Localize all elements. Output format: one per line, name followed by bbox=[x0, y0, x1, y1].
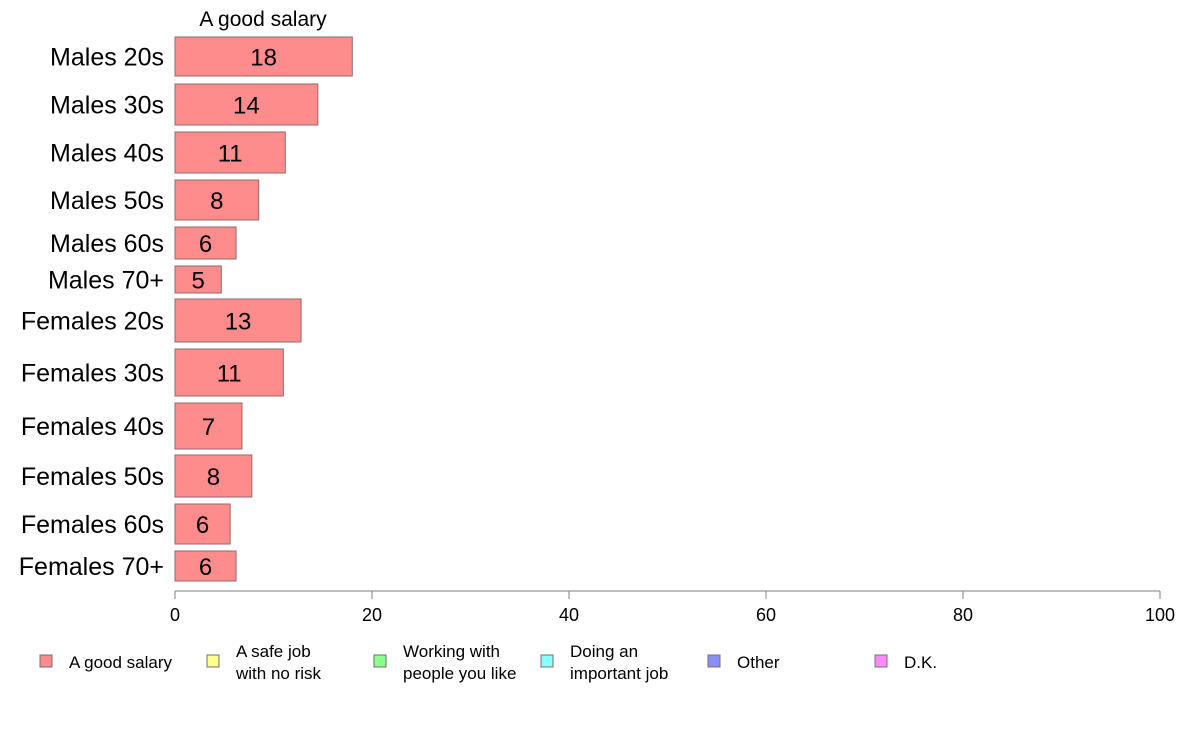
category-label: Females 70+ bbox=[19, 553, 164, 581]
legend-label: A good salary bbox=[69, 653, 173, 672]
data-label: 5 bbox=[191, 268, 204, 295]
category-label: Males 70+ bbox=[48, 267, 164, 295]
bar bbox=[174, 298, 302, 343]
data-label: 14 bbox=[233, 93, 260, 120]
data-label: 7 bbox=[202, 414, 215, 441]
category-label: Females 50s bbox=[21, 463, 164, 491]
data-label: 11 bbox=[217, 361, 242, 388]
category-label: Females 40s bbox=[21, 413, 164, 441]
bar bbox=[174, 503, 231, 545]
bar bbox=[174, 550, 237, 582]
category-label: Males 20s bbox=[50, 44, 164, 72]
data-label: 18 bbox=[250, 45, 277, 72]
legend-swatch bbox=[874, 654, 888, 668]
legend: A good salary A safe job with no risk Worki… bbox=[39, 642, 937, 683]
data-label: 6 bbox=[196, 512, 209, 539]
x-tick-label: 40 bbox=[559, 605, 579, 625]
legend-label: A safe job with no risk bbox=[235, 642, 322, 683]
legend-swatch bbox=[373, 654, 387, 668]
bar bbox=[174, 226, 237, 260]
data-label: 8 bbox=[207, 464, 220, 491]
x-tick-label: 0 bbox=[170, 605, 180, 625]
bar bbox=[174, 131, 286, 174]
bar bbox=[174, 265, 222, 294]
bar bbox=[174, 348, 284, 397]
category-label: Males 30s bbox=[50, 92, 164, 120]
x-tick-label: 100 bbox=[1145, 605, 1175, 625]
category-label: Females 60s bbox=[21, 511, 164, 539]
data-label: 6 bbox=[199, 554, 212, 581]
legend-label: Working with people you like bbox=[403, 642, 516, 683]
category-label: Males 50s bbox=[50, 187, 164, 215]
bar bbox=[174, 36, 353, 77]
bar bbox=[174, 83, 319, 126]
x-tick-label: 80 bbox=[953, 605, 973, 625]
legend-label: Other bbox=[737, 653, 780, 672]
data-label: 8 bbox=[210, 188, 223, 215]
bar bbox=[174, 454, 253, 498]
legend-swatch bbox=[540, 654, 554, 668]
data-label: 13 bbox=[225, 309, 252, 336]
x-tick-label: 20 bbox=[362, 605, 382, 625]
bar bbox=[174, 402, 243, 450]
category-label: Males 60s bbox=[50, 230, 164, 258]
legend-label: D.K. bbox=[904, 653, 937, 672]
bar bbox=[174, 179, 260, 221]
chart-title: A good salary bbox=[199, 8, 327, 31]
data-label: 11 bbox=[218, 141, 243, 168]
x-axis: 0 20 40 60 80 100 bbox=[170, 590, 1175, 625]
category-label: Females 20s bbox=[21, 308, 164, 336]
legend-label: Doing an important job bbox=[570, 642, 668, 683]
category-label: Females 30s bbox=[21, 360, 164, 388]
legend-swatch bbox=[39, 654, 53, 668]
data-label: 6 bbox=[199, 231, 212, 258]
legend-swatch bbox=[707, 654, 721, 668]
x-tick-label: 60 bbox=[756, 605, 776, 625]
category-label: Males 40s bbox=[50, 140, 164, 168]
legend-swatch bbox=[206, 654, 220, 668]
bars-group: Males 20s 18 Males 30s 14 Males 40s 11 Males 5… bbox=[19, 36, 353, 582]
